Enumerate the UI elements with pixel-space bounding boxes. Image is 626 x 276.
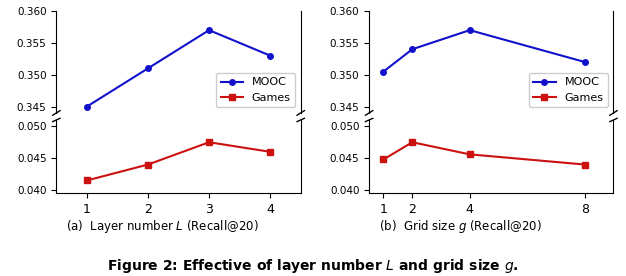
Games xyxy=(581,163,588,166)
MOOC xyxy=(205,28,213,32)
MOOC xyxy=(83,105,91,108)
MOOC xyxy=(380,70,387,73)
Line: MOOC: MOOC xyxy=(84,27,273,109)
Line: Games: Games xyxy=(84,139,273,183)
MOOC xyxy=(409,47,416,51)
Games xyxy=(144,163,151,166)
Games xyxy=(83,179,91,182)
Games xyxy=(205,140,213,144)
MOOC xyxy=(581,60,588,64)
Line: Games: Games xyxy=(381,139,588,167)
Games xyxy=(267,150,274,153)
Line: MOOC: MOOC xyxy=(381,27,588,74)
Text: Figure 2: Effective of layer number $L$ and grid size $g$.: Figure 2: Effective of layer number $L$ … xyxy=(107,257,519,275)
Games xyxy=(380,158,387,161)
MOOC xyxy=(267,54,274,57)
Text: (a)  Layer number $L$ (Recall@20): (a) Layer number $L$ (Recall@20) xyxy=(66,218,259,235)
MOOC xyxy=(466,28,473,32)
Games xyxy=(466,153,473,156)
MOOC xyxy=(144,67,151,70)
Text: (b)  Grid size $g$ (Recall@20): (b) Grid size $g$ (Recall@20) xyxy=(379,218,541,235)
Games xyxy=(409,140,416,144)
Legend: MOOC, Games: MOOC, Games xyxy=(529,73,608,107)
Legend: MOOC, Games: MOOC, Games xyxy=(216,73,295,107)
